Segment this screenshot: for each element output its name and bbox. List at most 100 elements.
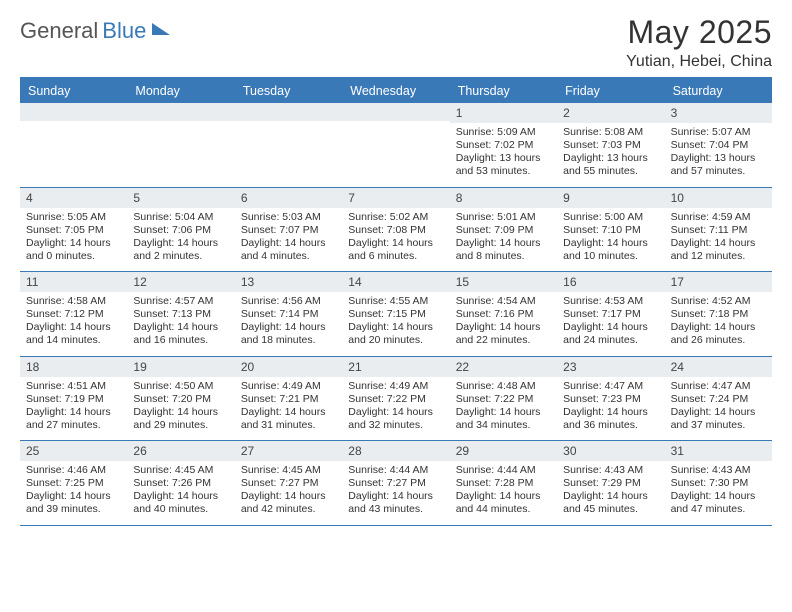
sunset-line: Sunset: 7:14 PM [241, 308, 336, 321]
sunset-line: Sunset: 7:18 PM [671, 308, 766, 321]
day-cell: 8Sunrise: 5:01 AMSunset: 7:09 PMDaylight… [450, 188, 557, 272]
day-details: Sunrise: 4:44 AMSunset: 7:28 PMDaylight:… [450, 461, 557, 525]
day-number: 2 [557, 103, 664, 123]
day-details: Sunrise: 4:43 AMSunset: 7:29 PMDaylight:… [557, 461, 664, 525]
day-cell: 17Sunrise: 4:52 AMSunset: 7:18 PMDayligh… [665, 272, 772, 356]
dow-friday: Friday [557, 79, 664, 103]
calendar-page: GeneralBlue May 2025 Yutian, Hebei, Chin… [0, 0, 792, 540]
sunset-line: Sunset: 7:07 PM [241, 224, 336, 237]
day-number: 11 [20, 272, 127, 292]
daylight-line: Daylight: 14 hours and 32 minutes. [348, 406, 443, 432]
sunrise-line: Sunrise: 4:47 AM [563, 380, 658, 393]
dow-saturday: Saturday [665, 79, 772, 103]
day-details [127, 121, 234, 173]
sunset-line: Sunset: 7:06 PM [133, 224, 228, 237]
sunrise-line: Sunrise: 4:49 AM [348, 380, 443, 393]
dow-sunday: Sunday [20, 79, 127, 103]
daylight-line: Daylight: 14 hours and 26 minutes. [671, 321, 766, 347]
day-details: Sunrise: 5:05 AMSunset: 7:05 PMDaylight:… [20, 208, 127, 272]
sunset-line: Sunset: 7:04 PM [671, 139, 766, 152]
page-title: May 2025 [626, 14, 772, 51]
day-details: Sunrise: 4:49 AMSunset: 7:21 PMDaylight:… [235, 377, 342, 441]
sunrise-line: Sunrise: 4:58 AM [26, 295, 121, 308]
sunrise-line: Sunrise: 4:53 AM [563, 295, 658, 308]
day-number: 12 [127, 272, 234, 292]
daylight-line: Daylight: 14 hours and 16 minutes. [133, 321, 228, 347]
sunrise-line: Sunrise: 5:03 AM [241, 211, 336, 224]
daylight-line: Daylight: 14 hours and 45 minutes. [563, 490, 658, 516]
sunrise-line: Sunrise: 4:48 AM [456, 380, 551, 393]
day-number: 26 [127, 441, 234, 461]
day-number: 29 [450, 441, 557, 461]
day-cell: 6Sunrise: 5:03 AMSunset: 7:07 PMDaylight… [235, 188, 342, 272]
day-details: Sunrise: 5:07 AMSunset: 7:04 PMDaylight:… [665, 123, 772, 187]
brand-logo: GeneralBlue [20, 14, 170, 44]
sunset-line: Sunset: 7:30 PM [671, 477, 766, 490]
sunset-line: Sunset: 7:28 PM [456, 477, 551, 490]
day-details: Sunrise: 4:58 AMSunset: 7:12 PMDaylight:… [20, 292, 127, 356]
day-cell: 27Sunrise: 4:45 AMSunset: 7:27 PMDayligh… [235, 441, 342, 525]
day-number: 31 [665, 441, 772, 461]
week-row: 25Sunrise: 4:46 AMSunset: 7:25 PMDayligh… [20, 441, 772, 526]
sunrise-line: Sunrise: 4:57 AM [133, 295, 228, 308]
day-cell: 13Sunrise: 4:56 AMSunset: 7:14 PMDayligh… [235, 272, 342, 356]
sunset-line: Sunset: 7:11 PM [671, 224, 766, 237]
sunset-line: Sunset: 7:22 PM [348, 393, 443, 406]
sunrise-line: Sunrise: 4:45 AM [133, 464, 228, 477]
day-details: Sunrise: 5:03 AMSunset: 7:07 PMDaylight:… [235, 208, 342, 272]
day-cell: 29Sunrise: 4:44 AMSunset: 7:28 PMDayligh… [450, 441, 557, 525]
day-number: 10 [665, 188, 772, 208]
day-details: Sunrise: 5:01 AMSunset: 7:09 PMDaylight:… [450, 208, 557, 272]
day-cell: 4Sunrise: 5:05 AMSunset: 7:05 PMDaylight… [20, 188, 127, 272]
sunrise-line: Sunrise: 4:44 AM [348, 464, 443, 477]
day-number-band [342, 103, 449, 121]
day-number: 21 [342, 357, 449, 377]
day-cell: 21 Sunrise: 4:49 AMSunset: 7:22 PMDayligh… [342, 357, 449, 441]
dow-monday: Monday [127, 79, 234, 103]
day-cell: 26Sunrise: 4:45 AMSunset: 7:26 PMDayligh… [127, 441, 234, 525]
day-cell: 22Sunrise: 4:48 AMSunset: 7:22 PMDayligh… [450, 357, 557, 441]
daylight-line: Daylight: 14 hours and 6 minutes. [348, 237, 443, 263]
day-number: 9 [557, 188, 664, 208]
day-number: 3 [665, 103, 772, 123]
day-details [342, 121, 449, 173]
daylight-line: Daylight: 14 hours and 4 minutes. [241, 237, 336, 263]
day-cell: 25Sunrise: 4:46 AMSunset: 7:25 PMDayligh… [20, 441, 127, 525]
sunrise-line: Sunrise: 5:04 AM [133, 211, 228, 224]
sunrise-line: Sunrise: 4:43 AM [671, 464, 766, 477]
daylight-line: Daylight: 14 hours and 27 minutes. [26, 406, 121, 432]
day-details: Sunrise: 5:08 AMSunset: 7:03 PMDaylight:… [557, 123, 664, 187]
day-number: 8 [450, 188, 557, 208]
day-number: 22 [450, 357, 557, 377]
sunrise-line: Sunrise: 4:47 AM [671, 380, 766, 393]
sunrise-line: Sunrise: 4:45 AM [241, 464, 336, 477]
empty-cell [235, 103, 342, 187]
daylight-line: Daylight: 14 hours and 20 minutes. [348, 321, 443, 347]
day-details: Sunrise: 4:46 AMSunset: 7:25 PMDaylight:… [20, 461, 127, 525]
daylight-line: Daylight: 14 hours and 36 minutes. [563, 406, 658, 432]
day-cell: 12Sunrise: 4:57 AMSunset: 7:13 PMDayligh… [127, 272, 234, 356]
day-details [20, 121, 127, 173]
sunset-line: Sunset: 7:27 PM [348, 477, 443, 490]
dow-tuesday: Tuesday [235, 79, 342, 103]
day-cell: 7Sunrise: 5:02 AMSunset: 7:08 PMDaylight… [342, 188, 449, 272]
daylight-line: Daylight: 14 hours and 0 minutes. [26, 237, 121, 263]
day-details: Sunrise: 4:50 AMSunset: 7:20 PMDaylight:… [127, 377, 234, 441]
sunset-line: Sunset: 7:03 PM [563, 139, 658, 152]
sunset-line: Sunset: 7:10 PM [563, 224, 658, 237]
sunset-line: Sunset: 7:27 PM [241, 477, 336, 490]
sunrise-line: Sunrise: 4:49 AM [241, 380, 336, 393]
day-number: 27 [235, 441, 342, 461]
day-details: Sunrise: 4:45 AMSunset: 7:27 PMDaylight:… [235, 461, 342, 525]
daylight-line: Daylight: 13 hours and 55 minutes. [563, 152, 658, 178]
day-cell: 20Sunrise: 4:49 AMSunset: 7:21 PMDayligh… [235, 357, 342, 441]
day-details: Sunrise: 4:59 AMSunset: 7:11 PMDaylight:… [665, 208, 772, 272]
daylight-line: Daylight: 14 hours and 12 minutes. [671, 237, 766, 263]
sunrise-line: Sunrise: 4:51 AM [26, 380, 121, 393]
day-number: 30 [557, 441, 664, 461]
day-number: 17 [665, 272, 772, 292]
day-details: Sunrise: 5:02 AMSunset: 7:08 PMDaylight:… [342, 208, 449, 272]
sunset-line: Sunset: 7:16 PM [456, 308, 551, 321]
daylight-line: Daylight: 14 hours and 47 minutes. [671, 490, 766, 516]
brand-name-gray: General [20, 18, 98, 44]
